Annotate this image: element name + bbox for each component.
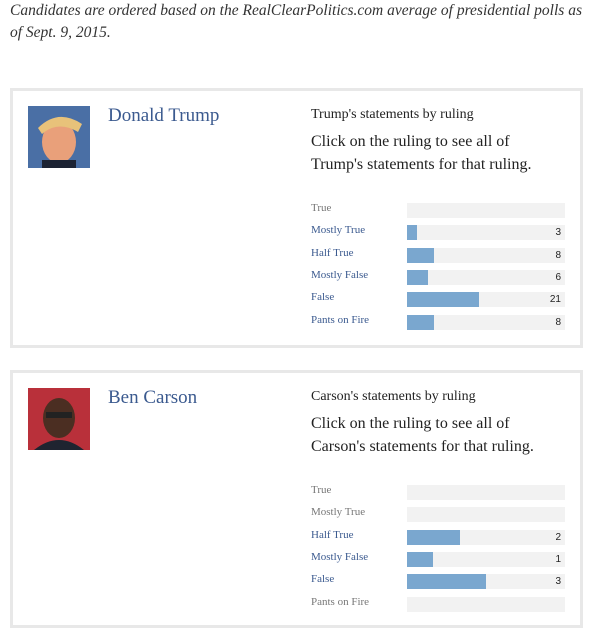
ruling-label[interactable]: Mostly False xyxy=(311,550,369,563)
bar-track: 1 xyxy=(407,551,565,567)
bar-track: 21 xyxy=(407,292,565,308)
bar-track xyxy=(407,596,565,612)
bar[interactable] xyxy=(407,292,480,308)
candidate-card: Donald Trump Trump's statements by ruling… xyxy=(10,88,583,348)
ruling-title: Carson's statements by ruling xyxy=(311,389,476,404)
bar-track: 3 xyxy=(407,225,565,241)
ruling-label[interactable]: Half True xyxy=(311,246,354,259)
bar-track xyxy=(407,507,565,523)
instruction: Click on the ruling to see all of Carson… xyxy=(311,415,534,455)
ruling-title: Trump's statements by ruling xyxy=(311,107,474,122)
bar[interactable] xyxy=(407,247,435,263)
ruling-label[interactable]: Half True xyxy=(311,528,354,541)
count-label: 8 xyxy=(555,249,561,261)
ruling-label: True xyxy=(311,484,332,496)
bar-track: 8 xyxy=(407,247,565,263)
intro: Candidates are ordered based on the Real… xyxy=(10,2,582,41)
count-label: 8 xyxy=(555,316,561,328)
bar[interactable] xyxy=(407,574,486,590)
bar-track xyxy=(407,485,565,500)
candidate-name[interactable]: Ben Carson xyxy=(108,387,198,408)
bar[interactable] xyxy=(407,225,418,241)
bar[interactable] xyxy=(407,314,435,330)
count-label: 3 xyxy=(555,576,561,588)
count-label: 1 xyxy=(555,553,561,565)
bar-track xyxy=(407,203,565,218)
count-label: 21 xyxy=(549,294,561,306)
ruling-label[interactable]: False xyxy=(311,573,335,586)
bar-track: 3 xyxy=(407,574,565,590)
candidate-card: Ben Carson Carson's statements by ruling C… xyxy=(10,370,583,628)
count-label: 3 xyxy=(555,227,561,239)
count-label: 2 xyxy=(555,531,561,543)
bar-track: 2 xyxy=(407,529,565,545)
bar[interactable] xyxy=(407,551,434,567)
ruling-label: Mostly True xyxy=(311,506,366,519)
ruling-label[interactable]: Pants on Fire xyxy=(311,313,370,326)
bar[interactable] xyxy=(407,269,428,285)
ruling-label[interactable]: False xyxy=(311,291,335,304)
ruling-label[interactable]: Mostly False xyxy=(311,268,369,281)
count-label: 6 xyxy=(555,271,561,283)
candidate-photo xyxy=(28,388,90,450)
candidate-photo xyxy=(28,106,90,168)
ruling-label: True xyxy=(311,202,332,214)
bar-track: 8 xyxy=(407,314,565,330)
bar[interactable] xyxy=(407,529,460,545)
instruction: Click on the ruling to see all of Trump'… xyxy=(311,133,532,173)
bar-track: 6 xyxy=(407,269,565,285)
ruling-label[interactable]: Mostly True xyxy=(311,224,366,237)
candidate-name[interactable]: Donald Trump xyxy=(108,105,220,126)
ruling-label: Pants on Fire xyxy=(311,595,370,608)
